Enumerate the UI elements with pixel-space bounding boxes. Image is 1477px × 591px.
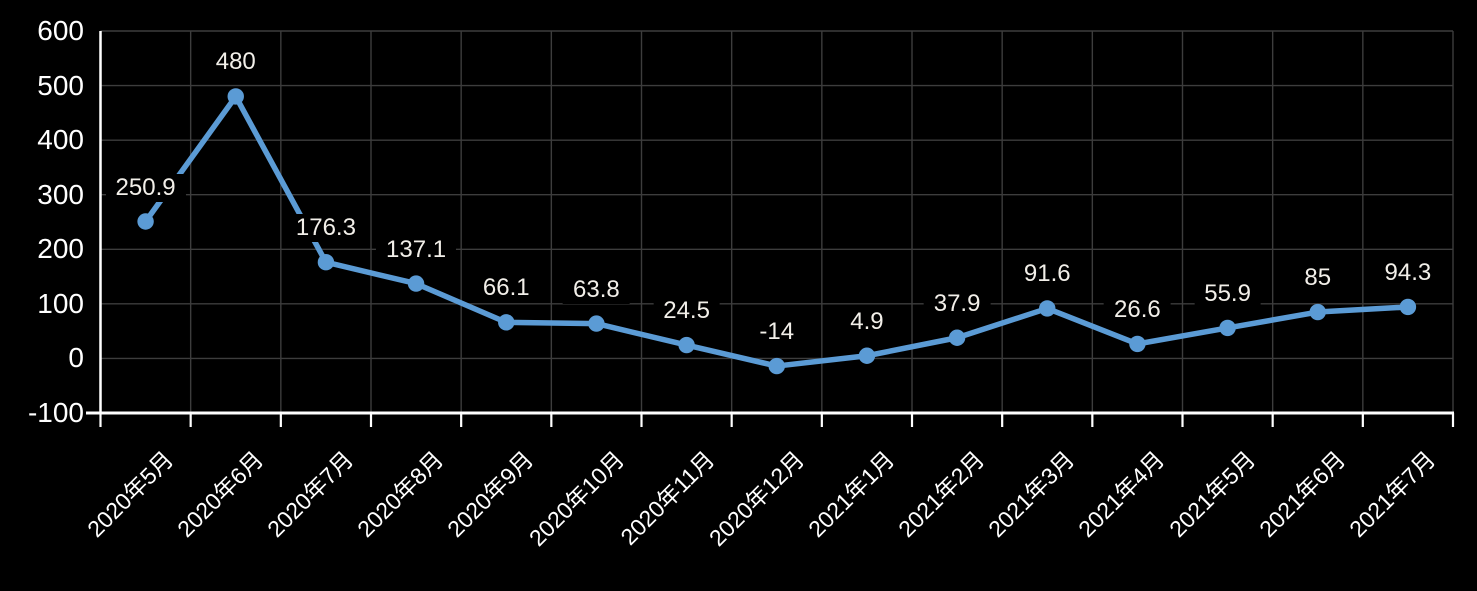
data-point-marker [1129,335,1146,353]
data-point-marker [678,336,695,354]
y-tick-label: 300 [37,178,84,210]
data-point-marker [227,88,244,105]
data-point-marker [858,347,876,364]
data-label: 66.1 [472,274,540,303]
data-point-marker [407,275,425,292]
data-label: -14 [749,318,805,347]
data-label: 26.6 [1104,295,1171,324]
y-tick-label: 400 [37,124,84,156]
data-point-marker [588,315,605,332]
y-tick-label: 100 [37,287,84,319]
data-label: 94.3 [1374,258,1442,287]
data-label: 63.8 [563,275,630,304]
data-label: 37.9 [923,289,991,318]
y-tick-label: 600 [37,15,84,46]
data-label: 480 [205,48,266,77]
data-point-marker [498,314,515,331]
y-tick-label: 200 [37,233,84,265]
y-tick-label: -100 [27,397,84,428]
data-label: 4.9 [840,307,894,336]
data-point-marker [768,357,785,375]
data-point-marker [1039,300,1056,317]
y-tick-label: 0 [68,342,84,374]
data-point-marker [948,329,966,346]
data-label: 176.3 [285,214,366,243]
data-point-marker [1399,298,1417,316]
data-label: 55.9 [1194,279,1261,308]
data-point-marker [137,213,154,230]
data-point-marker [317,254,335,271]
data-point-marker [1219,319,1236,337]
data-point-marker [1309,303,1326,321]
data-label: 250.9 [105,173,186,202]
data-label: 137.1 [376,235,457,264]
data-label: 91.6 [1013,260,1081,289]
y-tick-label: 500 [37,69,84,101]
data-label: 85 [1294,264,1342,293]
data-label: 24.5 [653,297,720,326]
